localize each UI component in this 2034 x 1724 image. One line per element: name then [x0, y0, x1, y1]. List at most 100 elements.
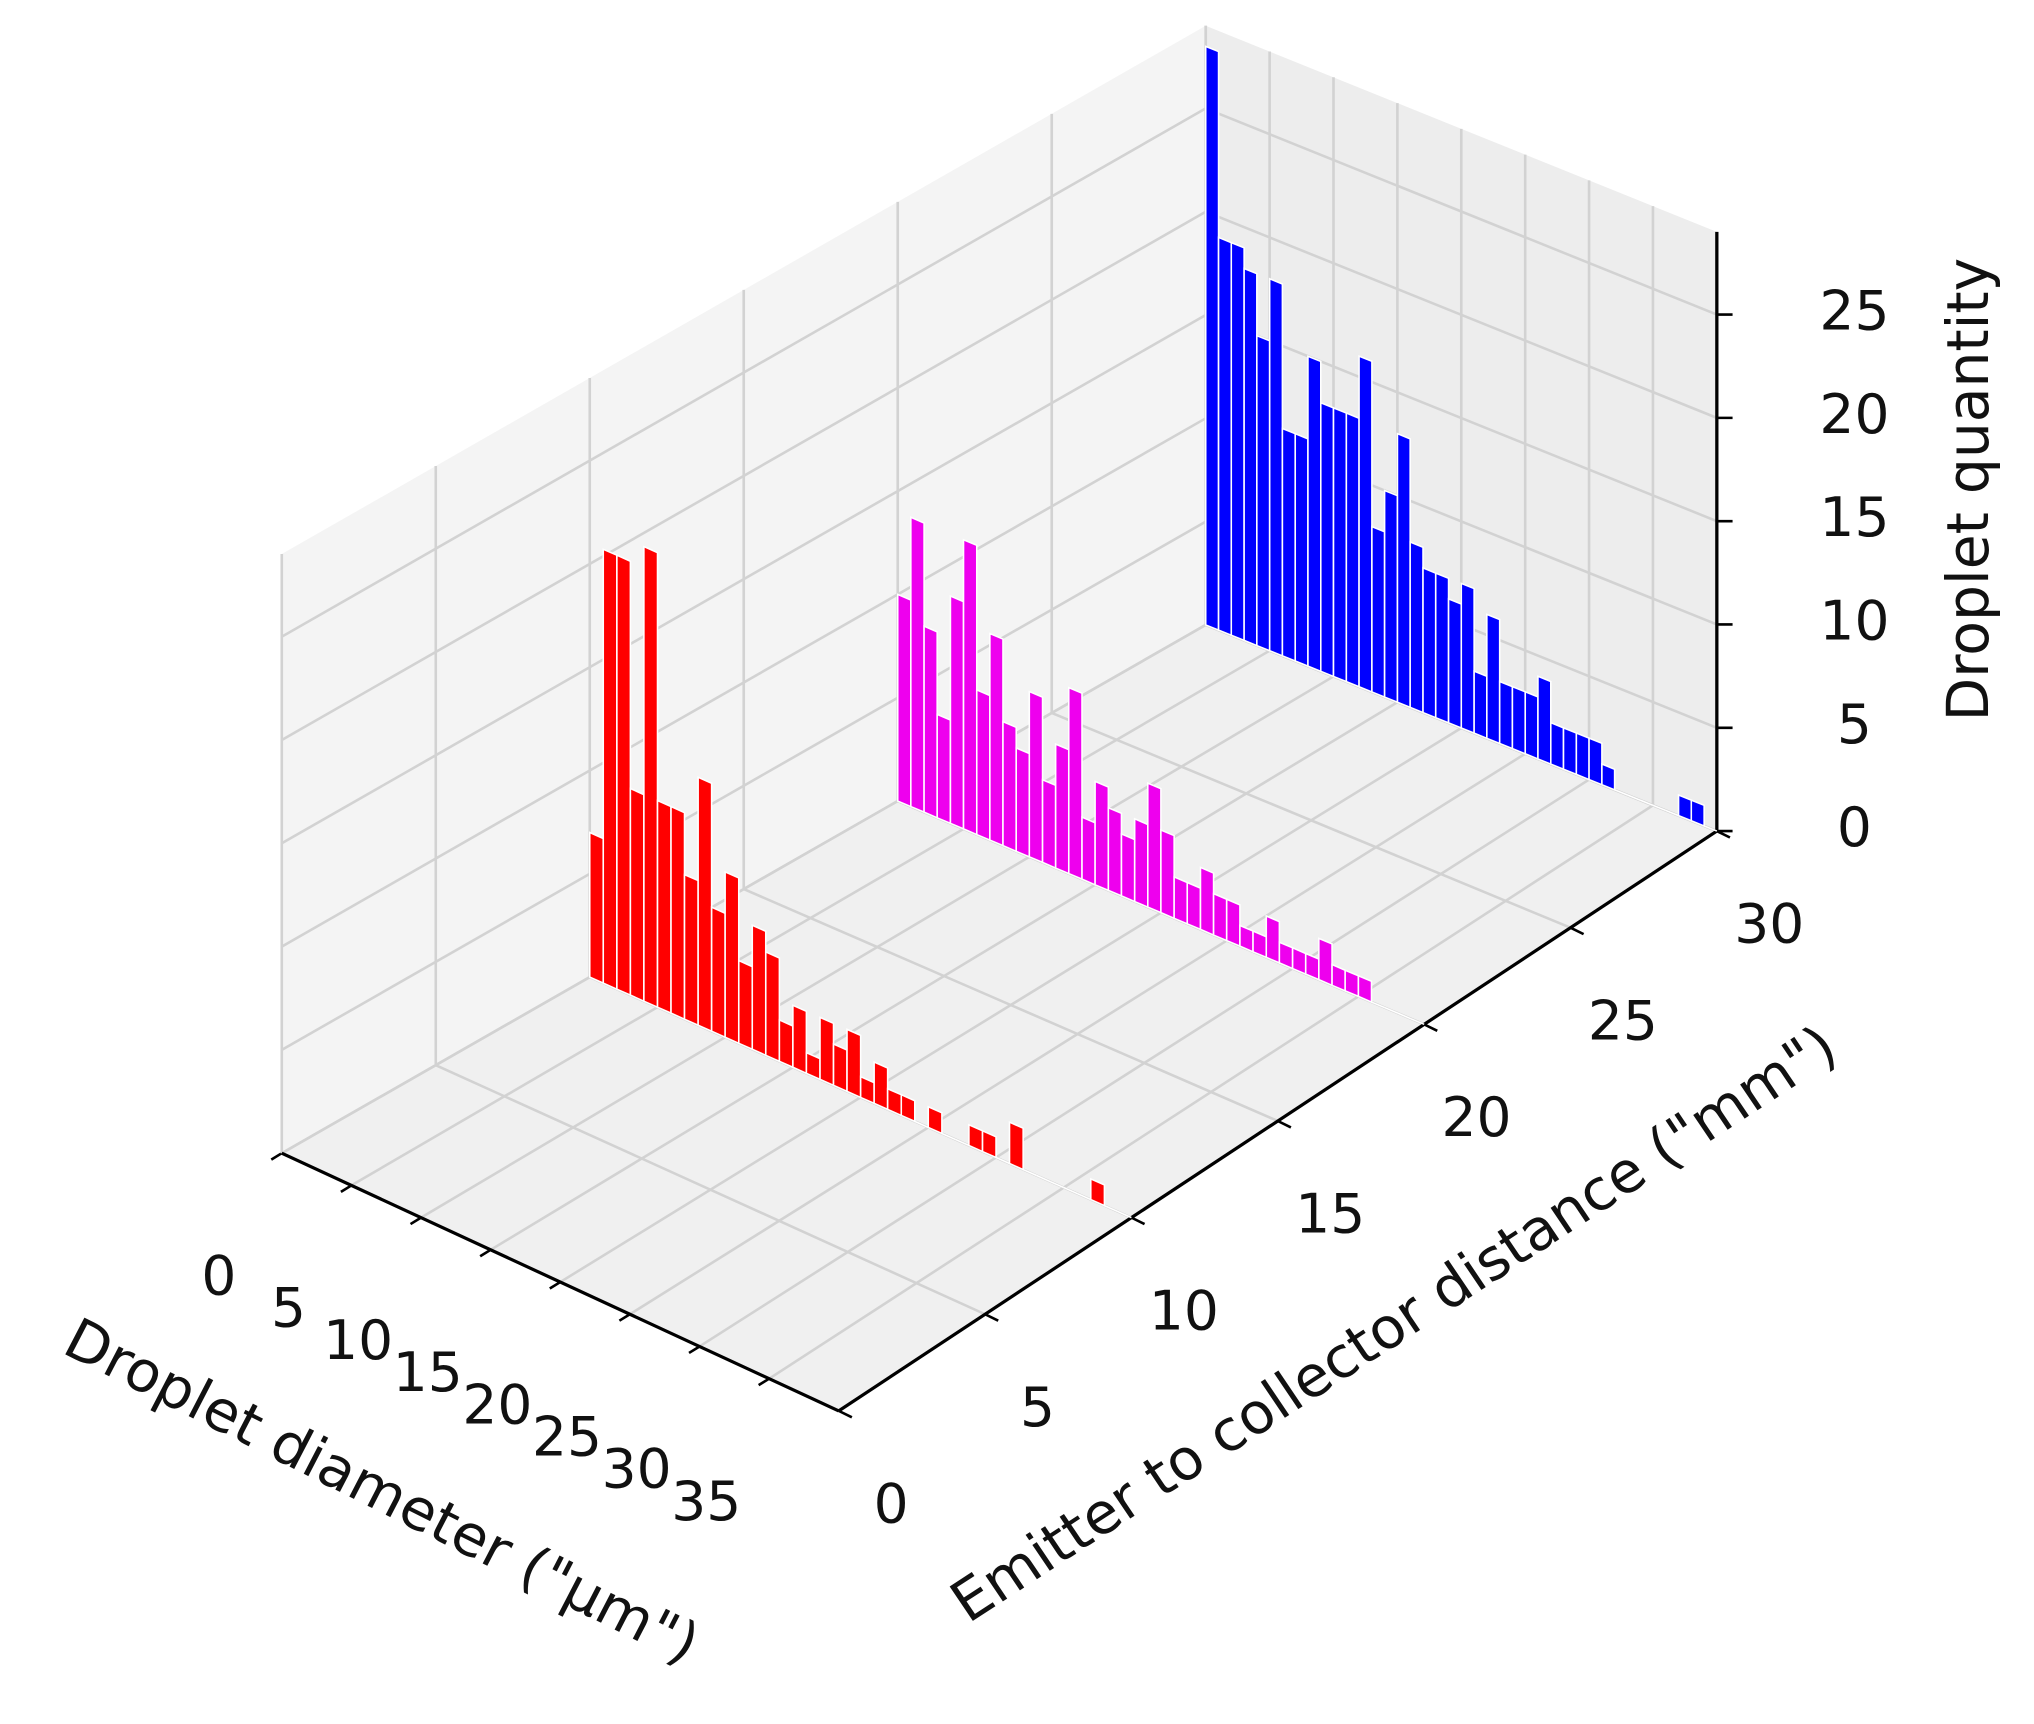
bar: [1147, 781, 1162, 914]
tick-mark: [479, 1248, 492, 1258]
bar: [1256, 334, 1271, 652]
bar: [1094, 780, 1110, 892]
x-tick-label: 5: [271, 1276, 306, 1339]
bar: [588, 831, 605, 985]
tick-mark: [409, 1216, 422, 1226]
bar: [1486, 613, 1501, 745]
bar: [1703, 825, 1718, 832]
bar: [1117, 1210, 1132, 1219]
tick-mark: [1277, 1119, 1292, 1129]
bar: [1268, 277, 1284, 657]
bar: [1498, 680, 1514, 750]
tick-mark: [984, 1313, 999, 1322]
bar: [670, 805, 686, 1021]
tick-mark: [340, 1184, 353, 1193]
bar: [1357, 974, 1373, 1004]
bar: [962, 538, 978, 836]
tick-mark: [1130, 1216, 1146, 1226]
bar: [949, 594, 965, 831]
bar: [1002, 720, 1018, 853]
grid-line: [281, 520, 1207, 1052]
bar: [1173, 875, 1189, 926]
x-tick-label: 15: [393, 1341, 463, 1404]
bar: [1294, 432, 1309, 668]
grid-line: [281, 210, 1207, 742]
z-tick-label: 20: [1819, 382, 1889, 445]
bar: [1344, 969, 1360, 998]
bar: [1089, 1177, 1106, 1207]
bar: [792, 1004, 808, 1075]
bar: [1601, 762, 1616, 791]
y-axis-line: [837, 829, 1718, 1413]
bar: [697, 776, 713, 1033]
bar: [1383, 489, 1399, 704]
bar: [616, 554, 632, 997]
bar: [1460, 582, 1475, 735]
bar: [1575, 731, 1590, 781]
bar: [724, 870, 740, 1045]
bar: [1396, 432, 1411, 709]
grid-line: [743, 887, 1279, 1123]
bar: [1204, 45, 1220, 632]
bar: [1054, 742, 1070, 875]
bar: [1677, 793, 1693, 822]
grid-line: [281, 417, 1207, 948]
grid-line: [281, 313, 1207, 845]
grid-line: [1051, 711, 1572, 929]
bar: [1550, 721, 1565, 771]
bar: [1067, 686, 1083, 881]
bar: [900, 1093, 916, 1123]
bar: [1524, 690, 1539, 761]
tick-mark: [618, 1313, 631, 1322]
z-tick-label: 15: [1819, 486, 1889, 549]
bar: [846, 1028, 862, 1099]
bar: [927, 1105, 943, 1135]
bar: [1186, 881, 1202, 931]
tick-mark: [688, 1345, 701, 1355]
bar: [819, 1016, 835, 1087]
grid-line: [1205, 210, 1718, 420]
x-axis-line: [281, 1151, 840, 1413]
bar: [1243, 267, 1258, 647]
z-axis-label: Droplet quantity: [1936, 258, 2003, 722]
bar: [1120, 832, 1136, 903]
y-tick-label: 20: [1442, 1085, 1512, 1148]
bar: [656, 799, 672, 1015]
y-tick-label: 15: [1295, 1182, 1365, 1245]
grid-line: [435, 1063, 986, 1316]
bar: [1199, 866, 1215, 937]
y-tick-label: 5: [1020, 1375, 1055, 1438]
bar: [764, 950, 781, 1063]
bar: [923, 625, 938, 819]
tick-mark: [1569, 926, 1585, 936]
x-tick-label: 0: [201, 1244, 236, 1307]
floor-pane: [281, 624, 1717, 1411]
bar: [1036, 1174, 1051, 1183]
z-tick-label: 10: [1819, 589, 1889, 652]
bar: [1107, 806, 1123, 898]
tick-mark: [270, 1152, 283, 1161]
bar: [981, 1129, 997, 1159]
bar: [710, 906, 726, 1039]
x-tick-label: 25: [532, 1405, 602, 1468]
x-tick-label: 10: [323, 1308, 393, 1371]
bar: [778, 1018, 794, 1069]
bar: [1133, 817, 1149, 909]
bar: [1081, 815, 1096, 886]
bar: [1345, 411, 1360, 688]
tick-mark: [1423, 1023, 1438, 1032]
bar: [602, 548, 618, 991]
bar: [1015, 746, 1031, 859]
grid-line: [1205, 313, 1718, 523]
bar: [1358, 354, 1373, 694]
bar: [1217, 236, 1233, 637]
bar: [975, 688, 991, 842]
bar: [1304, 952, 1320, 981]
grid-line: [1205, 107, 1718, 316]
bar: [1320, 401, 1335, 678]
tick-mark: [838, 1409, 853, 1419]
bar: [1422, 566, 1437, 719]
bar: [1022, 1168, 1037, 1177]
tick-mark: [549, 1280, 561, 1290]
